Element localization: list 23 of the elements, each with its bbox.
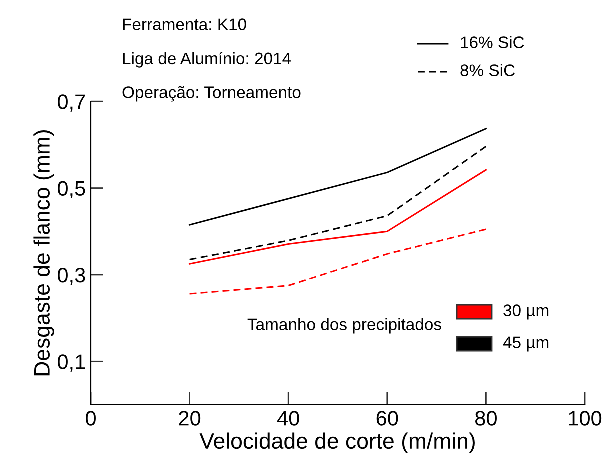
annotation: 30 µm <box>504 304 549 320</box>
annotation: Tamanho dos precipitados <box>248 318 442 334</box>
text: 8% SiC <box>460 64 515 76</box>
annotation: Operação: Torneamento <box>122 86 301 102</box>
x-tick-label: 40 <box>277 411 300 426</box>
x-tick-label: 20 <box>179 411 201 426</box>
y-tick-label: 0,1 <box>58 354 86 372</box>
x-tick-label: 60 <box>376 411 398 426</box>
x-tick-label: 80 <box>476 411 497 426</box>
y-tick-label: 0,3 <box>58 268 86 286</box>
y-axis-title: Desgaste de flanco (mm) <box>34 130 54 376</box>
line-series <box>189 228 487 295</box>
y-tick-label: 0,5 <box>58 181 86 198</box>
text: 16% SiC <box>461 36 524 48</box>
text: Ferramenta: K10 <box>123 18 246 30</box>
x-tick-label: 0 <box>86 411 96 426</box>
x-axis-title: Velocidade de corte (m/min) <box>200 432 475 454</box>
text: Liga de Alumínio: 2014 <box>123 52 292 68</box>
x-tick-label: 100 <box>569 411 602 426</box>
y-tick-label: 0,7 <box>58 94 86 112</box>
annotation: 45 µm <box>503 336 549 352</box>
line-series <box>189 169 487 265</box>
line-series <box>189 146 487 261</box>
